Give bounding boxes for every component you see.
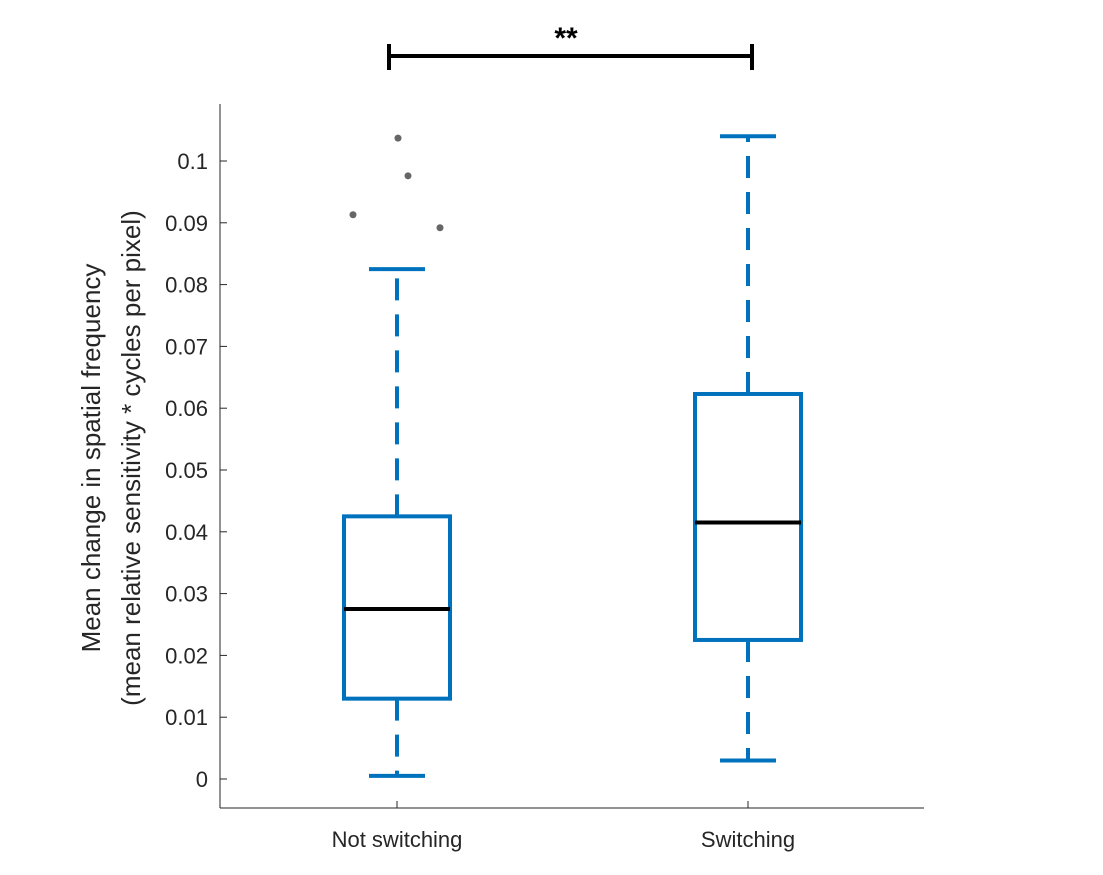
y-tick-label: 0.07 xyxy=(165,334,208,359)
y-axis-title-line-2: (mean relative sensitivity * cycles per … xyxy=(116,210,146,706)
y-tick-label: 0.06 xyxy=(165,396,208,421)
outlier-point xyxy=(436,224,444,232)
x-tick-label: Switching xyxy=(701,827,795,852)
y-tick-label: 0.01 xyxy=(165,705,208,730)
outlier-point xyxy=(349,211,357,219)
axes: 0 0.01 0.02 0.03 0.04 0.05 0.06 0.07 0.08 0.09 0.1… xyxy=(165,104,924,852)
x-axis-ticks: Not switching Switching xyxy=(332,801,795,852)
y-tick-label: 0.04 xyxy=(165,520,208,545)
y-tick-label: 0.05 xyxy=(165,458,208,483)
outlier-point xyxy=(404,172,412,180)
significance-label: ** xyxy=(554,22,578,55)
y-tick-label: 0.1 xyxy=(177,149,208,174)
box-group xyxy=(342,134,452,778)
y-axis-title-line-1: Mean change in spatial frequency xyxy=(76,264,106,653)
outlier-point xyxy=(394,134,402,142)
box-group xyxy=(693,134,803,763)
y-tick-label: 0 xyxy=(196,767,208,792)
y-tick-label: 0.03 xyxy=(165,582,208,607)
significance-bracket: ** xyxy=(387,22,754,70)
y-axis-ticks: 0 0.01 0.02 0.03 0.04 0.05 0.06 0.07 0.08 0.09 0.1 xyxy=(165,149,227,792)
y-tick-label: 0.08 xyxy=(165,273,208,298)
iqr-box xyxy=(693,391,803,642)
x-tick-label: Not switching xyxy=(332,827,463,852)
boxes xyxy=(342,134,803,778)
y-tick-label: 0.02 xyxy=(165,643,208,668)
y-tick-label: 0.09 xyxy=(165,211,208,236)
y-axis-title: Mean change in spatial frequency (mean r… xyxy=(76,210,146,706)
